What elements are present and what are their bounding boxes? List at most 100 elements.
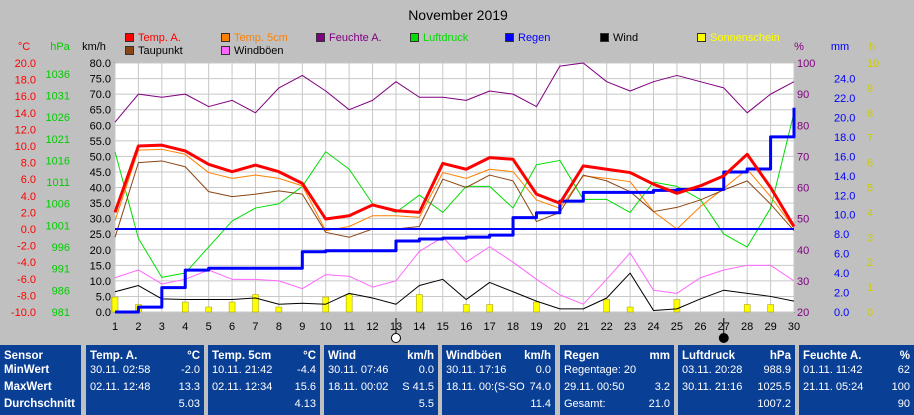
- wind-tick-label: 30.0: [90, 214, 111, 226]
- temp-5cm-max-value: 15.6: [294, 381, 316, 393]
- pressure-min-value: 988.9: [763, 364, 791, 376]
- rain-max-value: 3.2: [654, 381, 670, 393]
- rain-tick-label: 24.0: [834, 74, 855, 86]
- legend-label: Temp. A.: [138, 32, 181, 44]
- temp-5cm-unit: °C: [303, 350, 316, 362]
- legend-swatch: [505, 33, 514, 42]
- stats-rain-block: Regen mm Regentage: 20 29.11. 00:50 3.2 Ge…: [560, 345, 674, 415]
- pressure-tick-label: 1031: [46, 90, 70, 102]
- sunshine-bar: [416, 294, 423, 313]
- wind-tick-label: 35.0: [90, 198, 111, 210]
- pressure-tick-label: 1036: [46, 69, 70, 81]
- humidity-axis-unit: %: [794, 41, 804, 53]
- stats-panel: Sensor MinWert MaxWert Durchschnitt Temp…: [0, 345, 914, 415]
- rain-unit: mm: [649, 350, 670, 362]
- stats-wind-block: Wind km/h 30.11. 07:46 0.0 18.11. 00:02 S 4…: [324, 345, 438, 415]
- wind-tick-label: 5.0: [96, 291, 111, 303]
- legend-item-gusts: Windböen: [221, 45, 284, 57]
- stats-temp-5cm-block: Temp. 5cm °C 10.11. 21:42 -4.4 02.11. 12:3…: [208, 345, 320, 415]
- sun-tick-label: 2: [867, 257, 873, 269]
- temp-a-avg: 5.03: [178, 398, 200, 410]
- rain-tick-label: 4.0: [834, 268, 849, 280]
- rain-tick-label: 6.0: [834, 249, 849, 261]
- chart-title: November 2019: [408, 7, 508, 23]
- humidity-tick-label: 100: [797, 58, 815, 70]
- wind-tick-label: 40.0: [90, 183, 111, 195]
- x-tick-label: 19: [530, 321, 542, 333]
- x-tick-label: 3: [159, 321, 165, 333]
- stats-humidity-block: Feuchte A.% 01.11. 11:42 62 21.11. 05:24 1…: [799, 345, 914, 415]
- temp-axis-unit: °C: [18, 41, 30, 53]
- legend-label: Wind: [613, 32, 639, 44]
- wind-tick-label: 55.0: [90, 136, 111, 148]
- pressure-min-time: 03.11. 20:28: [682, 364, 743, 376]
- sunshine-bar: [603, 299, 610, 313]
- temp-tick-label: -4.0: [17, 257, 36, 269]
- sun-tick-label: 0: [867, 307, 873, 319]
- humidity-avg: 90: [897, 398, 910, 410]
- x-tick-label: 15: [437, 321, 449, 333]
- temp-tick-label: 10.0: [15, 141, 36, 153]
- legend-item-humidity: Feuchte A.: [316, 32, 382, 44]
- legend-label: Taupunkt: [138, 45, 183, 57]
- humidity-unit: %: [899, 350, 910, 362]
- sunshine-bar: [111, 296, 119, 313]
- wind-max-value: S 41.5: [402, 381, 434, 393]
- legend-label: Regen: [518, 32, 551, 44]
- wind-unit: km/h: [407, 350, 434, 362]
- sunshine-bar: [205, 306, 212, 313]
- series-line-temp_5cm: [114, 148, 795, 232]
- series-line-humidity: [114, 62, 795, 123]
- rain-tick-label: 10.0: [834, 210, 855, 222]
- temp-tick-label: 4.0: [21, 191, 36, 203]
- pressure-tick-label: 1006: [46, 199, 70, 211]
- sunshine-bar: [486, 304, 493, 313]
- pressure-axis-unit: hPa: [50, 41, 70, 53]
- sun-tick-label: 8: [867, 108, 873, 120]
- sun-axis-unit: h: [869, 41, 875, 53]
- x-tick-label: 20: [554, 321, 566, 333]
- series-line-gusts: [114, 236, 795, 305]
- humidity-tick-label: 30: [797, 276, 809, 288]
- legend-swatch: [697, 33, 706, 42]
- temp-a-min-time: 30.11. 02:58: [90, 364, 151, 376]
- sun-tick-label: 1: [867, 282, 873, 294]
- x-tick-label: 2: [135, 321, 141, 333]
- x-tick-label: 4: [182, 321, 188, 333]
- temp-5cm-avg: 4.13: [294, 398, 316, 410]
- temp-tick-label: -10.0: [11, 307, 36, 319]
- x-tick-label: 1: [112, 321, 118, 333]
- stats-sensor-block: Sensor MinWert MaxWert Durchschnitt: [0, 345, 81, 415]
- temp-a-max-value: 13.3: [178, 381, 200, 393]
- rain-axis-unit: mm: [831, 41, 849, 53]
- humidity-tick-label: 50: [797, 214, 809, 226]
- x-tick-label: 14: [413, 321, 425, 333]
- rain-tick-label: 0.0: [834, 307, 849, 319]
- humidity-tick-label: 60: [797, 183, 809, 195]
- temp-5cm-max-time: 02.11. 12:34: [212, 381, 273, 393]
- max-label: MaxWert: [4, 381, 52, 393]
- temp-tick-label: 16.0: [15, 91, 36, 103]
- min-label: MinWert: [4, 364, 50, 376]
- gusts-unit: km/h: [524, 350, 551, 362]
- series-line-wind: [114, 272, 795, 311]
- legend-swatch: [221, 46, 230, 55]
- stats-gusts-block: Windböen km/h 30.11. 17:16 0.0 18.11. 00:(…: [442, 345, 555, 415]
- sun-tick-label: 10: [867, 58, 879, 70]
- temp-a-min-value: -2.0: [181, 364, 200, 376]
- series-line-temp_a: [113, 143, 796, 228]
- stats-temp-a-block: Temp. A. °C 30.11. 02:58 -2.0 02.11. 12:48…: [86, 345, 204, 415]
- temp-a-unit: °C: [187, 350, 200, 362]
- legend-swatch: [221, 33, 230, 42]
- x-tick-label: 30: [788, 321, 800, 333]
- rain-tick-label: 20.0: [834, 112, 855, 124]
- pressure-tick-label: 1021: [46, 134, 70, 146]
- wind-tick-label: 10.0: [90, 276, 111, 288]
- temp-tick-label: 6.0: [21, 174, 36, 186]
- x-tick-label: 6: [229, 321, 235, 333]
- gusts-max-time: 18.11. 00:(S-SO: [446, 381, 525, 393]
- humidity-max-value: 100: [891, 381, 910, 393]
- rain-tick-label: 22.0: [834, 93, 855, 105]
- new-moon-icon: [718, 333, 729, 343]
- wind-min-time: 30.11. 07:46: [328, 364, 389, 376]
